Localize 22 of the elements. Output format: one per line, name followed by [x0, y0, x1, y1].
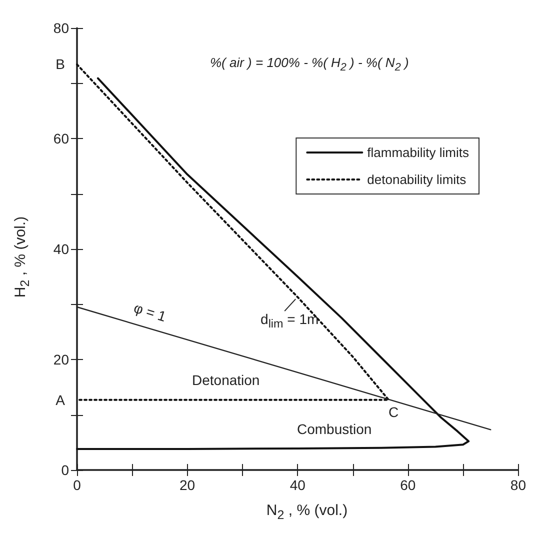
annotation: Detonation: [192, 372, 260, 388]
annotation: %( air ) = 100% - %( H$_{2}$ ) - %( N$_{2}$ ): [210, 55, 409, 74]
annotation: Combustion: [297, 421, 372, 437]
annotation: φ = 1: [132, 299, 168, 324]
y-tick-label: 0: [61, 462, 70, 478]
legend-label: flammability limits: [367, 145, 470, 160]
y-tick-label: 20: [53, 352, 70, 368]
x-tick-label: 60: [400, 477, 416, 493]
x-tick-label: 20: [180, 477, 196, 493]
x-tick-label: 80: [510, 477, 526, 493]
annotation: d$_{lim}$ = 1m: [260, 310, 319, 331]
line-series: [76, 77, 470, 450]
y-tick-label: 60: [53, 130, 70, 146]
annotation: B: [56, 56, 65, 72]
x-axis-title: N$_{2}$ , % (vol.): [266, 502, 348, 522]
annotation: C: [388, 404, 399, 420]
annotation: A: [56, 392, 65, 408]
y-tick-label: 80: [53, 20, 70, 36]
y-tick-label: 40: [53, 241, 70, 257]
x-tick-label: 0: [73, 477, 82, 493]
legend-label: detonability limits: [367, 172, 467, 187]
x-tick-label: 40: [290, 477, 306, 493]
